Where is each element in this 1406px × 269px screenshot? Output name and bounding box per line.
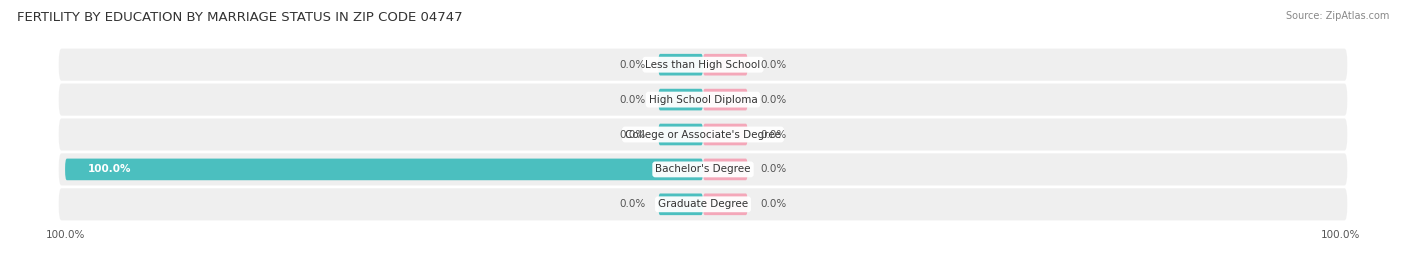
FancyBboxPatch shape — [658, 124, 703, 145]
Text: 0.0%: 0.0% — [619, 129, 645, 140]
FancyBboxPatch shape — [703, 124, 748, 145]
Text: 0.0%: 0.0% — [619, 60, 645, 70]
FancyBboxPatch shape — [658, 54, 703, 76]
FancyBboxPatch shape — [658, 193, 703, 215]
FancyBboxPatch shape — [658, 89, 703, 110]
FancyBboxPatch shape — [703, 54, 748, 76]
Text: Bachelor's Degree: Bachelor's Degree — [655, 164, 751, 174]
FancyBboxPatch shape — [59, 49, 1347, 81]
Text: Source: ZipAtlas.com: Source: ZipAtlas.com — [1285, 11, 1389, 21]
Text: 0.0%: 0.0% — [619, 95, 645, 105]
Text: Less than High School: Less than High School — [645, 60, 761, 70]
FancyBboxPatch shape — [59, 118, 1347, 151]
FancyBboxPatch shape — [703, 159, 748, 180]
Text: 0.0%: 0.0% — [761, 95, 787, 105]
Text: 0.0%: 0.0% — [761, 129, 787, 140]
Text: College or Associate's Degree: College or Associate's Degree — [626, 129, 780, 140]
Text: 100.0%: 100.0% — [87, 164, 131, 174]
FancyBboxPatch shape — [59, 153, 1347, 185]
FancyBboxPatch shape — [59, 84, 1347, 116]
Text: High School Diploma: High School Diploma — [648, 95, 758, 105]
Text: 0.0%: 0.0% — [619, 199, 645, 209]
Text: Graduate Degree: Graduate Degree — [658, 199, 748, 209]
FancyBboxPatch shape — [65, 159, 703, 180]
Text: 0.0%: 0.0% — [761, 60, 787, 70]
Text: 0.0%: 0.0% — [761, 199, 787, 209]
FancyBboxPatch shape — [703, 193, 748, 215]
FancyBboxPatch shape — [59, 188, 1347, 220]
Text: FERTILITY BY EDUCATION BY MARRIAGE STATUS IN ZIP CODE 04747: FERTILITY BY EDUCATION BY MARRIAGE STATU… — [17, 11, 463, 24]
FancyBboxPatch shape — [703, 89, 748, 110]
Text: 0.0%: 0.0% — [761, 164, 787, 174]
